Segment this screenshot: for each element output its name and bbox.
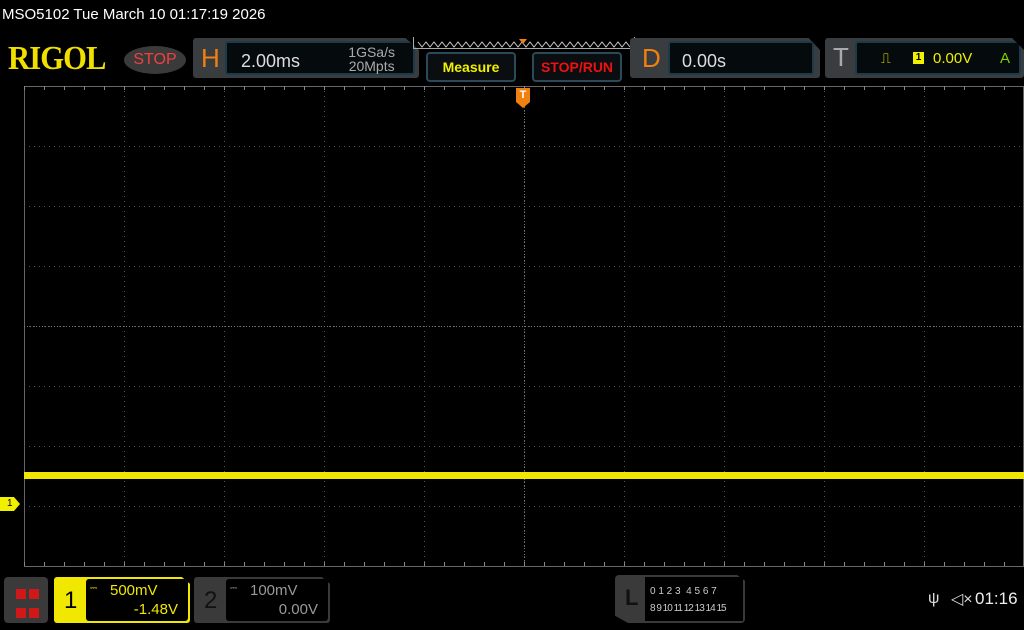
muted-speaker-icon[interactable]: ◁× (951, 591, 973, 608)
trigger-level: 0.00V (933, 50, 973, 67)
main-menu-button[interactable] (4, 577, 48, 623)
channel1-scale: 500mV (110, 582, 158, 599)
timebase-value: 2.00ms (241, 51, 301, 71)
sample-rate: 1GSa/s (348, 44, 395, 60)
channel1-number: 1 (64, 587, 78, 614)
waveform-overview-icon (417, 39, 631, 48)
channel1-offset: -1.48V (133, 601, 178, 618)
channel2-scale: 100mV (250, 582, 298, 599)
trigger-panel[interactable]: T ⎍ 1 0.00V A (825, 38, 1024, 78)
run-state-badge: STOP (124, 46, 186, 74)
delay-panel[interactable]: D 0.00s (630, 38, 820, 78)
logic-channels-row2: 8 9 10 11 12 13 14 15 (650, 603, 727, 614)
logic-panel[interactable]: L 0 1 2 3 4 5 6 7 8 9 10 11 12 13 14 15 (615, 575, 745, 623)
delay-value: 0.00s (682, 51, 727, 71)
trigger-source: 1 (913, 52, 924, 64)
trigger-mode: A (1000, 50, 1011, 67)
channel2-panel[interactable]: 2 ⎓ 100mV 0.00V (194, 577, 330, 623)
rigol-logo: RIGOL (8, 40, 106, 77)
usb-icon: ψ (928, 590, 940, 607)
rising-edge-icon: ⎍ (881, 50, 891, 66)
stop-run-button[interactable]: STOP/RUN (532, 52, 622, 82)
trigger-position-marker[interactable]: T (516, 88, 530, 108)
channel1-panel[interactable]: 1 ⎓ 500mV -1.48V (54, 577, 190, 623)
dc-coupling-icon: ⎓ (90, 583, 97, 593)
logic-channels-row1: 0 1 2 3 4 5 6 7 (650, 586, 717, 597)
channel2-number: 2 (204, 587, 218, 614)
horizontal-panel[interactable]: H 2.00ms 1GSa/s 20Mpts (193, 38, 419, 78)
window-title: MSO5102 Tue March 10 01:17:19 2026 (2, 6, 266, 23)
channel1-offset-marker[interactable]: 1 (0, 497, 20, 511)
memory-overview-strip (413, 37, 635, 49)
delay-label: D (642, 43, 661, 73)
waveform-grid[interactable] (24, 86, 1024, 568)
measure-button[interactable]: Measure (426, 52, 516, 82)
trigger-label: T (833, 42, 849, 72)
clock: 01:16 (975, 589, 1018, 608)
channel2-offset: 0.00V (278, 601, 318, 618)
channel1-trace (24, 472, 1024, 479)
logic-label: L (625, 585, 639, 610)
horizontal-label: H (201, 43, 220, 73)
dc-coupling-icon: ⎓ (230, 583, 237, 593)
memory-depth: 20Mpts (348, 58, 395, 74)
